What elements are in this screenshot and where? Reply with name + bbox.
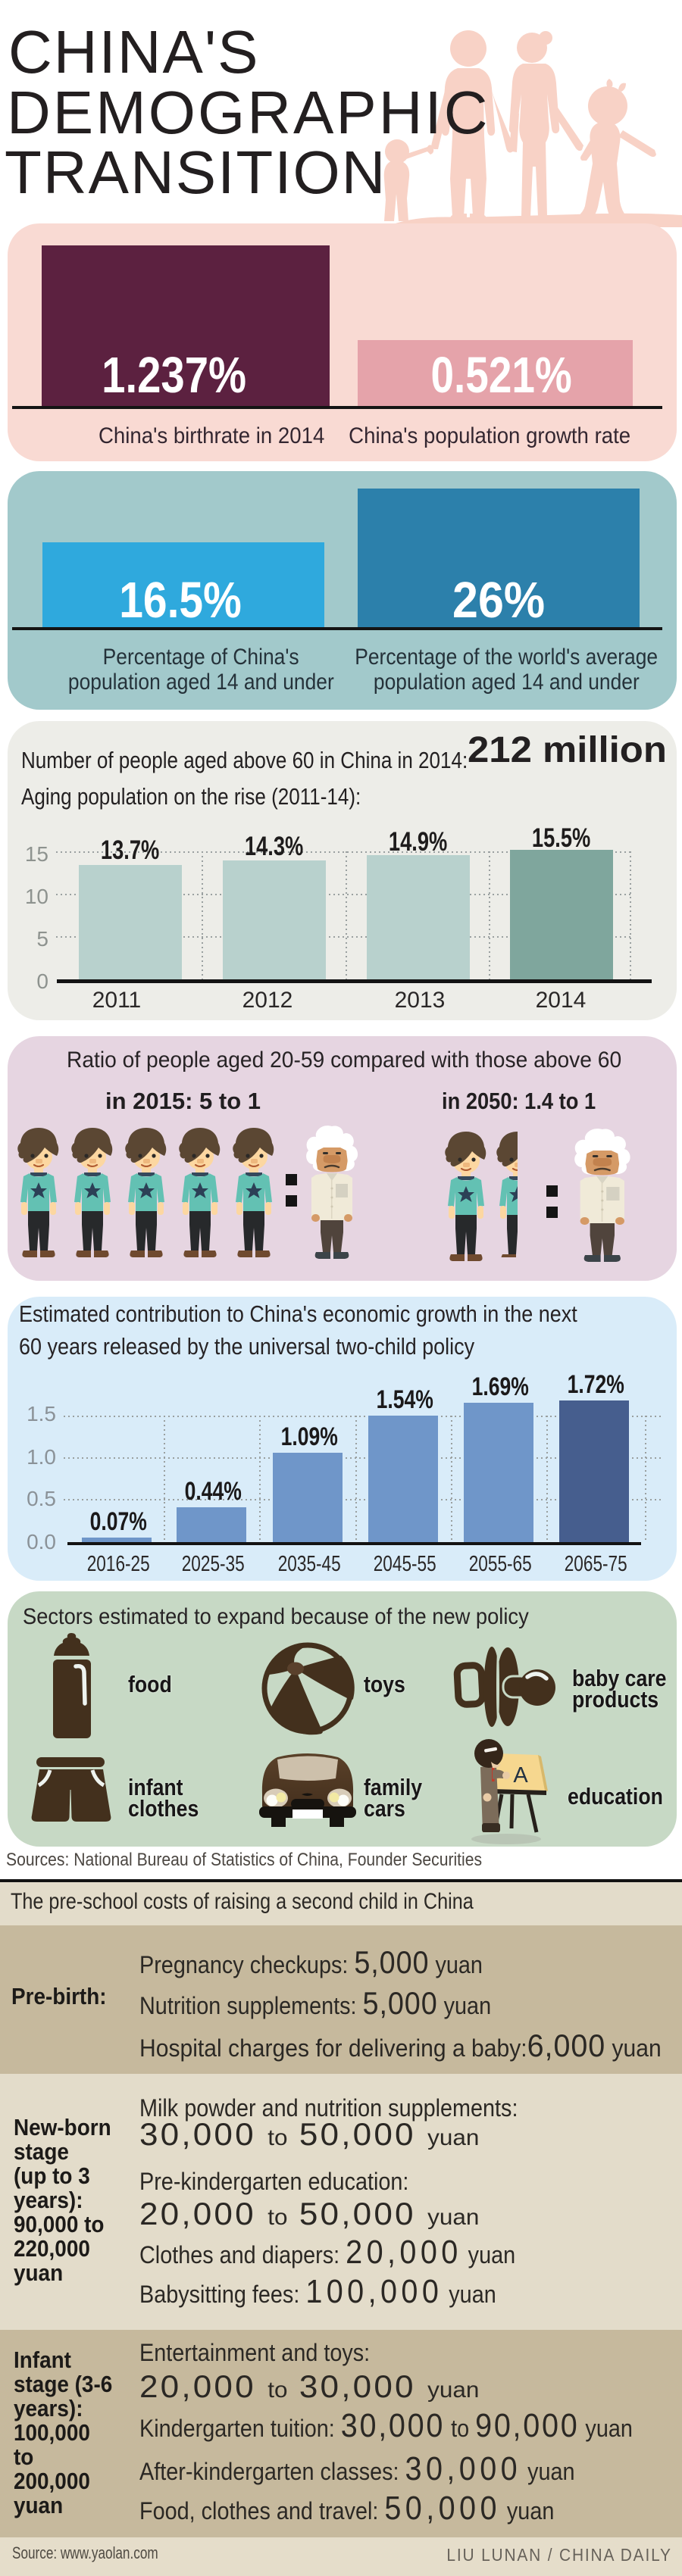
svg-text:A: A — [513, 1763, 528, 1788]
